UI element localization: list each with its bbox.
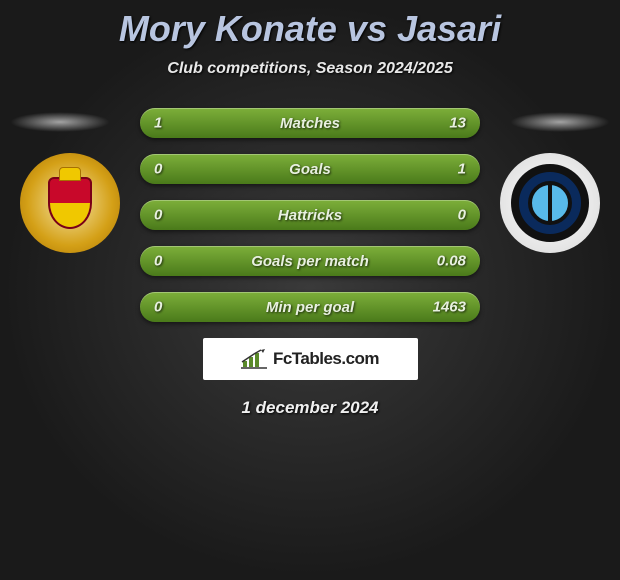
stat-label: Goals per match xyxy=(251,253,369,270)
stat-right-value: 1 xyxy=(458,161,466,178)
card-shadow-left xyxy=(10,112,110,132)
fctables-logo[interactable]: FcTables.com xyxy=(203,338,418,380)
bar-chart-icon xyxy=(241,349,267,369)
stat-left-value: 0 xyxy=(154,207,162,224)
date-label: 1 december 2024 xyxy=(0,398,620,418)
stat-row-hattricks: 0 Hattricks 0 xyxy=(140,200,480,230)
stat-left-value: 0 xyxy=(154,299,162,316)
stat-right-value: 0 xyxy=(458,207,466,224)
brugge-badge-icon xyxy=(511,164,589,242)
comparison-area: 1 Matches 13 0 Goals 1 0 Hattricks 0 0 G… xyxy=(0,108,620,418)
crown-icon xyxy=(59,167,81,181)
page-title: Mory Konate vs Jasari xyxy=(0,0,620,50)
stat-row-goals-per-match: 0 Goals per match 0.08 xyxy=(140,246,480,276)
stat-right-value: 13 xyxy=(449,115,466,132)
stat-label: Goals xyxy=(289,161,331,178)
stat-label: Hattricks xyxy=(278,207,342,224)
stat-label: Min per goal xyxy=(266,299,354,316)
logo-text: FcTables.com xyxy=(273,349,379,369)
stat-right-value: 0.08 xyxy=(437,253,466,270)
stat-label: Matches xyxy=(280,115,340,132)
stat-row-min-per-goal: 0 Min per goal 1463 xyxy=(140,292,480,322)
stat-row-goals: 0 Goals 1 xyxy=(140,154,480,184)
stat-right-value: 1463 xyxy=(433,299,466,316)
stat-rows: 1 Matches 13 0 Goals 1 0 Hattricks 0 0 G… xyxy=(140,108,480,322)
mechelen-shield-icon xyxy=(48,177,92,229)
team-crest-right xyxy=(500,153,600,253)
card-shadow-right xyxy=(510,112,610,132)
stat-left-value: 1 xyxy=(154,115,162,132)
stat-row-matches: 1 Matches 13 xyxy=(140,108,480,138)
subtitle: Club competitions, Season 2024/2025 xyxy=(0,60,620,78)
stat-left-value: 0 xyxy=(154,161,162,178)
stat-left-value: 0 xyxy=(154,253,162,270)
team-crest-left xyxy=(20,153,120,253)
